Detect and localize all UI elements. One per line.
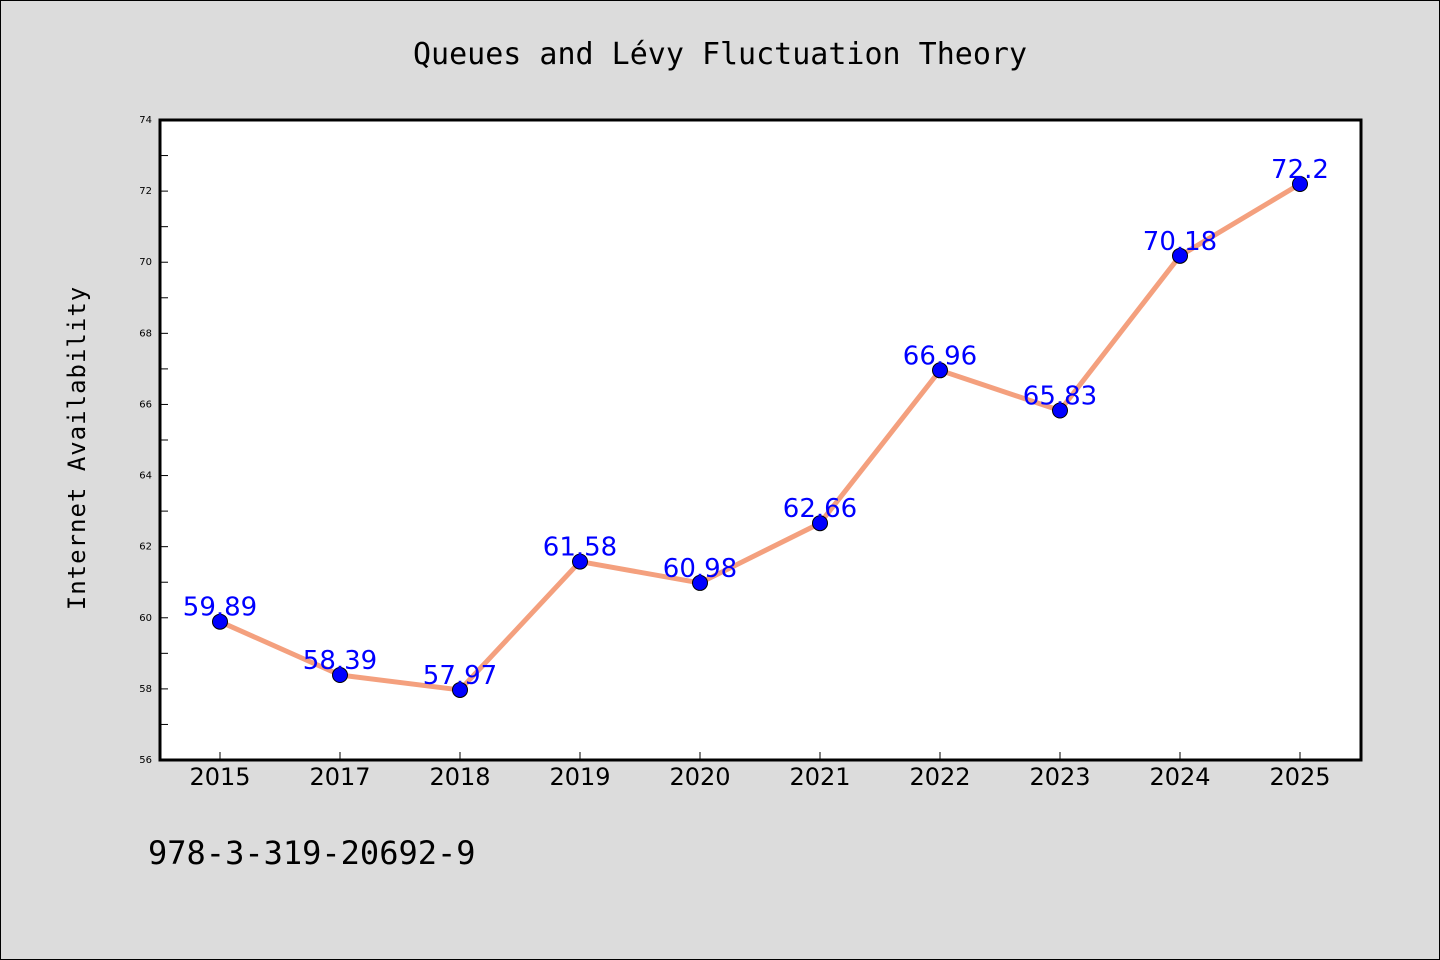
y-tick-label: 64: [139, 471, 152, 482]
data-point: [1172, 247, 1188, 264]
series-line: [217, 181, 1303, 693]
x-tick-label: 2024: [1149, 763, 1210, 791]
x-tick-label: 2021: [789, 763, 850, 791]
plot-border: [158, 118, 1363, 762]
data-label: 61.58: [543, 533, 617, 563]
data-point: [692, 574, 708, 591]
data-label: 65.83: [1023, 381, 1097, 411]
x-tick-label: 2023: [1029, 763, 1090, 791]
data-point: [932, 362, 948, 379]
axis-ticks: 56 58 60 62 64 66 68 70 72 74 2015 2017 2018 2019 2020…: [139, 115, 1330, 791]
x-tick-label: 2019: [549, 763, 610, 791]
data-point: [572, 553, 588, 570]
y-tick-label: 66: [139, 399, 152, 410]
data-label: 57.97: [423, 661, 497, 691]
y-tick-label: 68: [139, 328, 152, 339]
y-tick-label: 70: [139, 257, 152, 268]
y-tick-label: 58: [139, 684, 152, 695]
x-tick-label: 2018: [429, 763, 490, 791]
isbn-text: 978-3-319-20692-9: [148, 834, 476, 872]
y-tick-label: 56: [139, 755, 152, 766]
chart-title: Queues and Lévy Fluctuation Theory: [413, 37, 1027, 72]
y-tick-label: 62: [139, 542, 152, 553]
data-label: 62.66: [783, 494, 857, 524]
data-point: [1292, 176, 1308, 192]
data-point: [812, 515, 828, 532]
y-tick-label: 72: [139, 186, 152, 197]
data-label: 59.89: [183, 593, 257, 623]
y-tick-label: 60: [139, 613, 152, 624]
data-label: 72.2: [1271, 155, 1329, 185]
data-point: [1052, 402, 1068, 419]
data-label: 58.39: [303, 646, 377, 676]
x-tick-label: 2022: [909, 763, 970, 791]
data-point: [212, 613, 228, 630]
y-tick-label: 74: [139, 115, 152, 126]
x-tick-label: 2020: [669, 763, 730, 791]
data-label: 60.98: [663, 554, 737, 584]
data-point: [452, 681, 468, 698]
data-point: [332, 667, 348, 684]
x-tick-label: 2025: [1269, 763, 1330, 791]
x-tick-label: 2015: [189, 763, 250, 791]
plot-area: [160, 120, 1361, 760]
x-tick-label: 2017: [309, 763, 370, 791]
y-axis-label: Internet Availability: [63, 286, 91, 610]
data-label: 70.18: [1143, 227, 1217, 257]
series-layer: 59.89 58.39 57.97 61.58 60.98 62.66 66.96 65.83…: [183, 155, 1329, 698]
data-label: 66.96: [903, 341, 977, 371]
